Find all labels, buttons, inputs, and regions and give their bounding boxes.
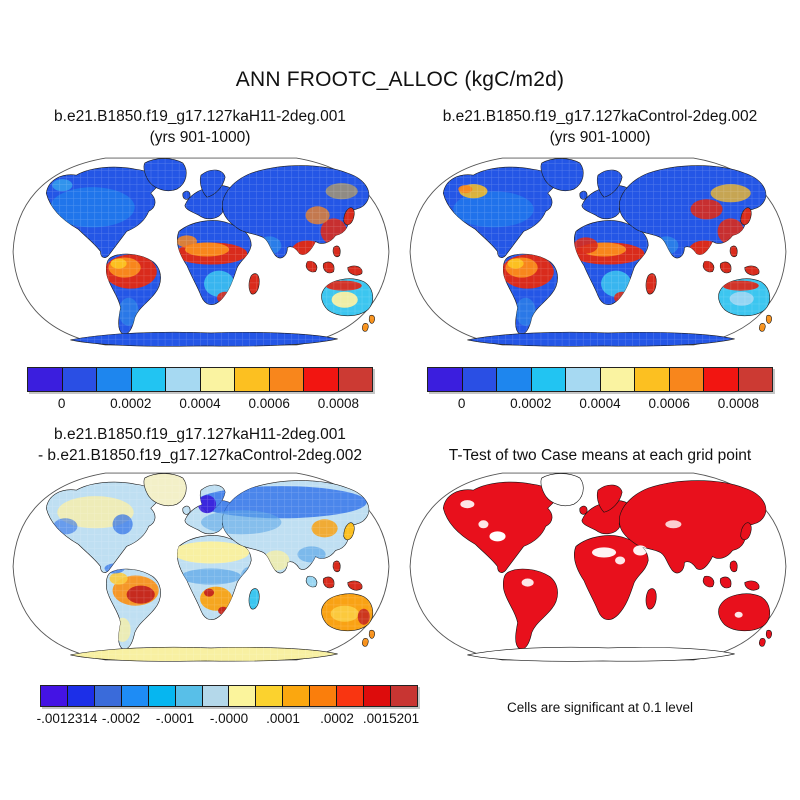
map-bottom-left-difference bbox=[10, 464, 392, 670]
colorbar-segment bbox=[669, 368, 704, 391]
panel-title-bottom-left-line2: - b.e21.B1850.f19_g17.127kaControl-2deg.… bbox=[37, 447, 363, 464]
colorbar-segment bbox=[131, 368, 166, 391]
colorbar-tick-label: -.0000 bbox=[209, 711, 249, 726]
colorbar-segment bbox=[338, 368, 372, 391]
colorbar-segment bbox=[235, 368, 270, 391]
colorbar-ticks: 0 0.0002 0.0004 0.0006 0.0008 bbox=[27, 396, 373, 414]
colorbar-tick-label: -.0002 bbox=[101, 711, 141, 726]
panel-title-bottom-right-line1: T-Test of two Case means at each grid po… bbox=[448, 447, 752, 464]
colorbar-tick-label: 0.0004 bbox=[579, 396, 621, 411]
panel-title-top-left: b.e21.B1850.f19_g17.127kaH11-2deg.001 (y… bbox=[0, 106, 400, 148]
colorbar-segment bbox=[310, 686, 338, 706]
colorbar-segment bbox=[304, 368, 339, 391]
colorbar-tick-label: -.0012314 bbox=[36, 711, 98, 726]
ttest-caption: Cells are significant at 0.1 level bbox=[506, 700, 694, 715]
colorbar-segment bbox=[497, 368, 532, 391]
colorbar-segment bbox=[229, 686, 257, 706]
colorbar-segment bbox=[462, 368, 497, 391]
colorbar-segment bbox=[269, 368, 304, 391]
colorbar-segment bbox=[256, 686, 284, 706]
colorbar-segment bbox=[94, 686, 122, 706]
colorbar-segment bbox=[202, 686, 230, 706]
panel-title-bottom-right: T-Test of two Case means at each grid po… bbox=[400, 445, 800, 466]
colorbar-segment bbox=[67, 686, 95, 706]
colorbar-segment bbox=[531, 368, 566, 391]
colorbar-segment bbox=[704, 368, 739, 391]
colorbar-bottom-left: -.0012314 -.0002 -.0001 -.0000 .0001 .0002 .00… bbox=[36, 685, 420, 729]
map-top-right-control bbox=[407, 149, 789, 355]
colorbar-tick-label: 0.0006 bbox=[648, 396, 690, 411]
colorbar-tick-label: 0.0008 bbox=[717, 396, 760, 411]
colorbar-segment bbox=[738, 368, 772, 391]
panel-title-bottom-left: b.e21.B1850.f19_g17.127kaH11-2deg.001 - … bbox=[0, 424, 400, 466]
colorbar-top-left: 0 0.0002 0.0004 0.0006 0.0008 bbox=[27, 367, 373, 414]
colorbar-ticks: 0 0.0002 0.0004 0.0006 0.0008 bbox=[427, 396, 773, 414]
colorbar-segment bbox=[635, 368, 670, 391]
panel-title-top-left-line2: (yrs 901-1000) bbox=[149, 129, 251, 146]
colorbar-tick-label: 0 bbox=[57, 396, 66, 411]
colorbar-strip bbox=[27, 367, 373, 392]
colorbar-segment bbox=[41, 686, 68, 706]
colorbar-strip bbox=[40, 685, 418, 707]
colorbar-segment bbox=[97, 368, 132, 391]
colorbar-segment bbox=[166, 368, 201, 391]
colorbar-segment bbox=[283, 686, 311, 706]
panel-title-top-right-line2: (yrs 901-1000) bbox=[549, 129, 651, 146]
figure-title: ANN FROOTC_ALLOC (kgC/m2d) bbox=[235, 68, 565, 91]
map-bottom-right-ttest bbox=[407, 464, 789, 670]
map-top-left-h11 bbox=[10, 149, 392, 355]
colorbar-segment bbox=[200, 368, 235, 391]
colorbar-strip bbox=[427, 367, 773, 392]
panel-title-bottom-left-line1: b.e21.B1850.f19_g17.127kaH11-2deg.001 bbox=[54, 426, 346, 443]
colorbar-tick-label: .0002 bbox=[320, 711, 354, 726]
colorbar-tick-label: 0.0008 bbox=[317, 396, 360, 411]
colorbar-segment bbox=[337, 686, 365, 706]
colorbar-segment bbox=[175, 686, 203, 706]
colorbar-segment bbox=[390, 686, 417, 706]
colorbar-segment bbox=[364, 686, 391, 706]
colorbar-tick-label: -.0001 bbox=[155, 711, 195, 726]
colorbar-segment bbox=[428, 368, 463, 391]
colorbar-top-right: 0 0.0002 0.0004 0.0006 0.0008 bbox=[427, 367, 773, 414]
colorbar-tick-label: 0.0002 bbox=[110, 396, 152, 411]
colorbar-ticks: -.0012314 -.0002 -.0001 -.0000 .0001 .0002 .00… bbox=[36, 711, 420, 729]
colorbar-tick-label: .0001 bbox=[266, 711, 300, 726]
colorbar-segment bbox=[600, 368, 635, 391]
colorbar-segment bbox=[121, 686, 149, 706]
colorbar-segment bbox=[62, 368, 97, 391]
colorbar-tick-label: 0 bbox=[457, 396, 466, 411]
colorbar-tick-label: .0015201 bbox=[362, 711, 420, 726]
colorbar-tick-label: 0.0002 bbox=[510, 396, 552, 411]
panel-title-top-right-line1: b.e21.B1850.f19_g17.127kaControl-2deg.00… bbox=[442, 108, 758, 125]
panel-title-top-right: b.e21.B1850.f19_g17.127kaControl-2deg.00… bbox=[400, 106, 800, 148]
colorbar-segment bbox=[28, 368, 63, 391]
colorbar-segment bbox=[566, 368, 601, 391]
colorbar-segment bbox=[148, 686, 176, 706]
colorbar-tick-label: 0.0006 bbox=[248, 396, 290, 411]
panel-title-top-left-line1: b.e21.B1850.f19_g17.127kaH11-2deg.001 bbox=[54, 108, 346, 125]
colorbar-tick-label: 0.0004 bbox=[179, 396, 221, 411]
